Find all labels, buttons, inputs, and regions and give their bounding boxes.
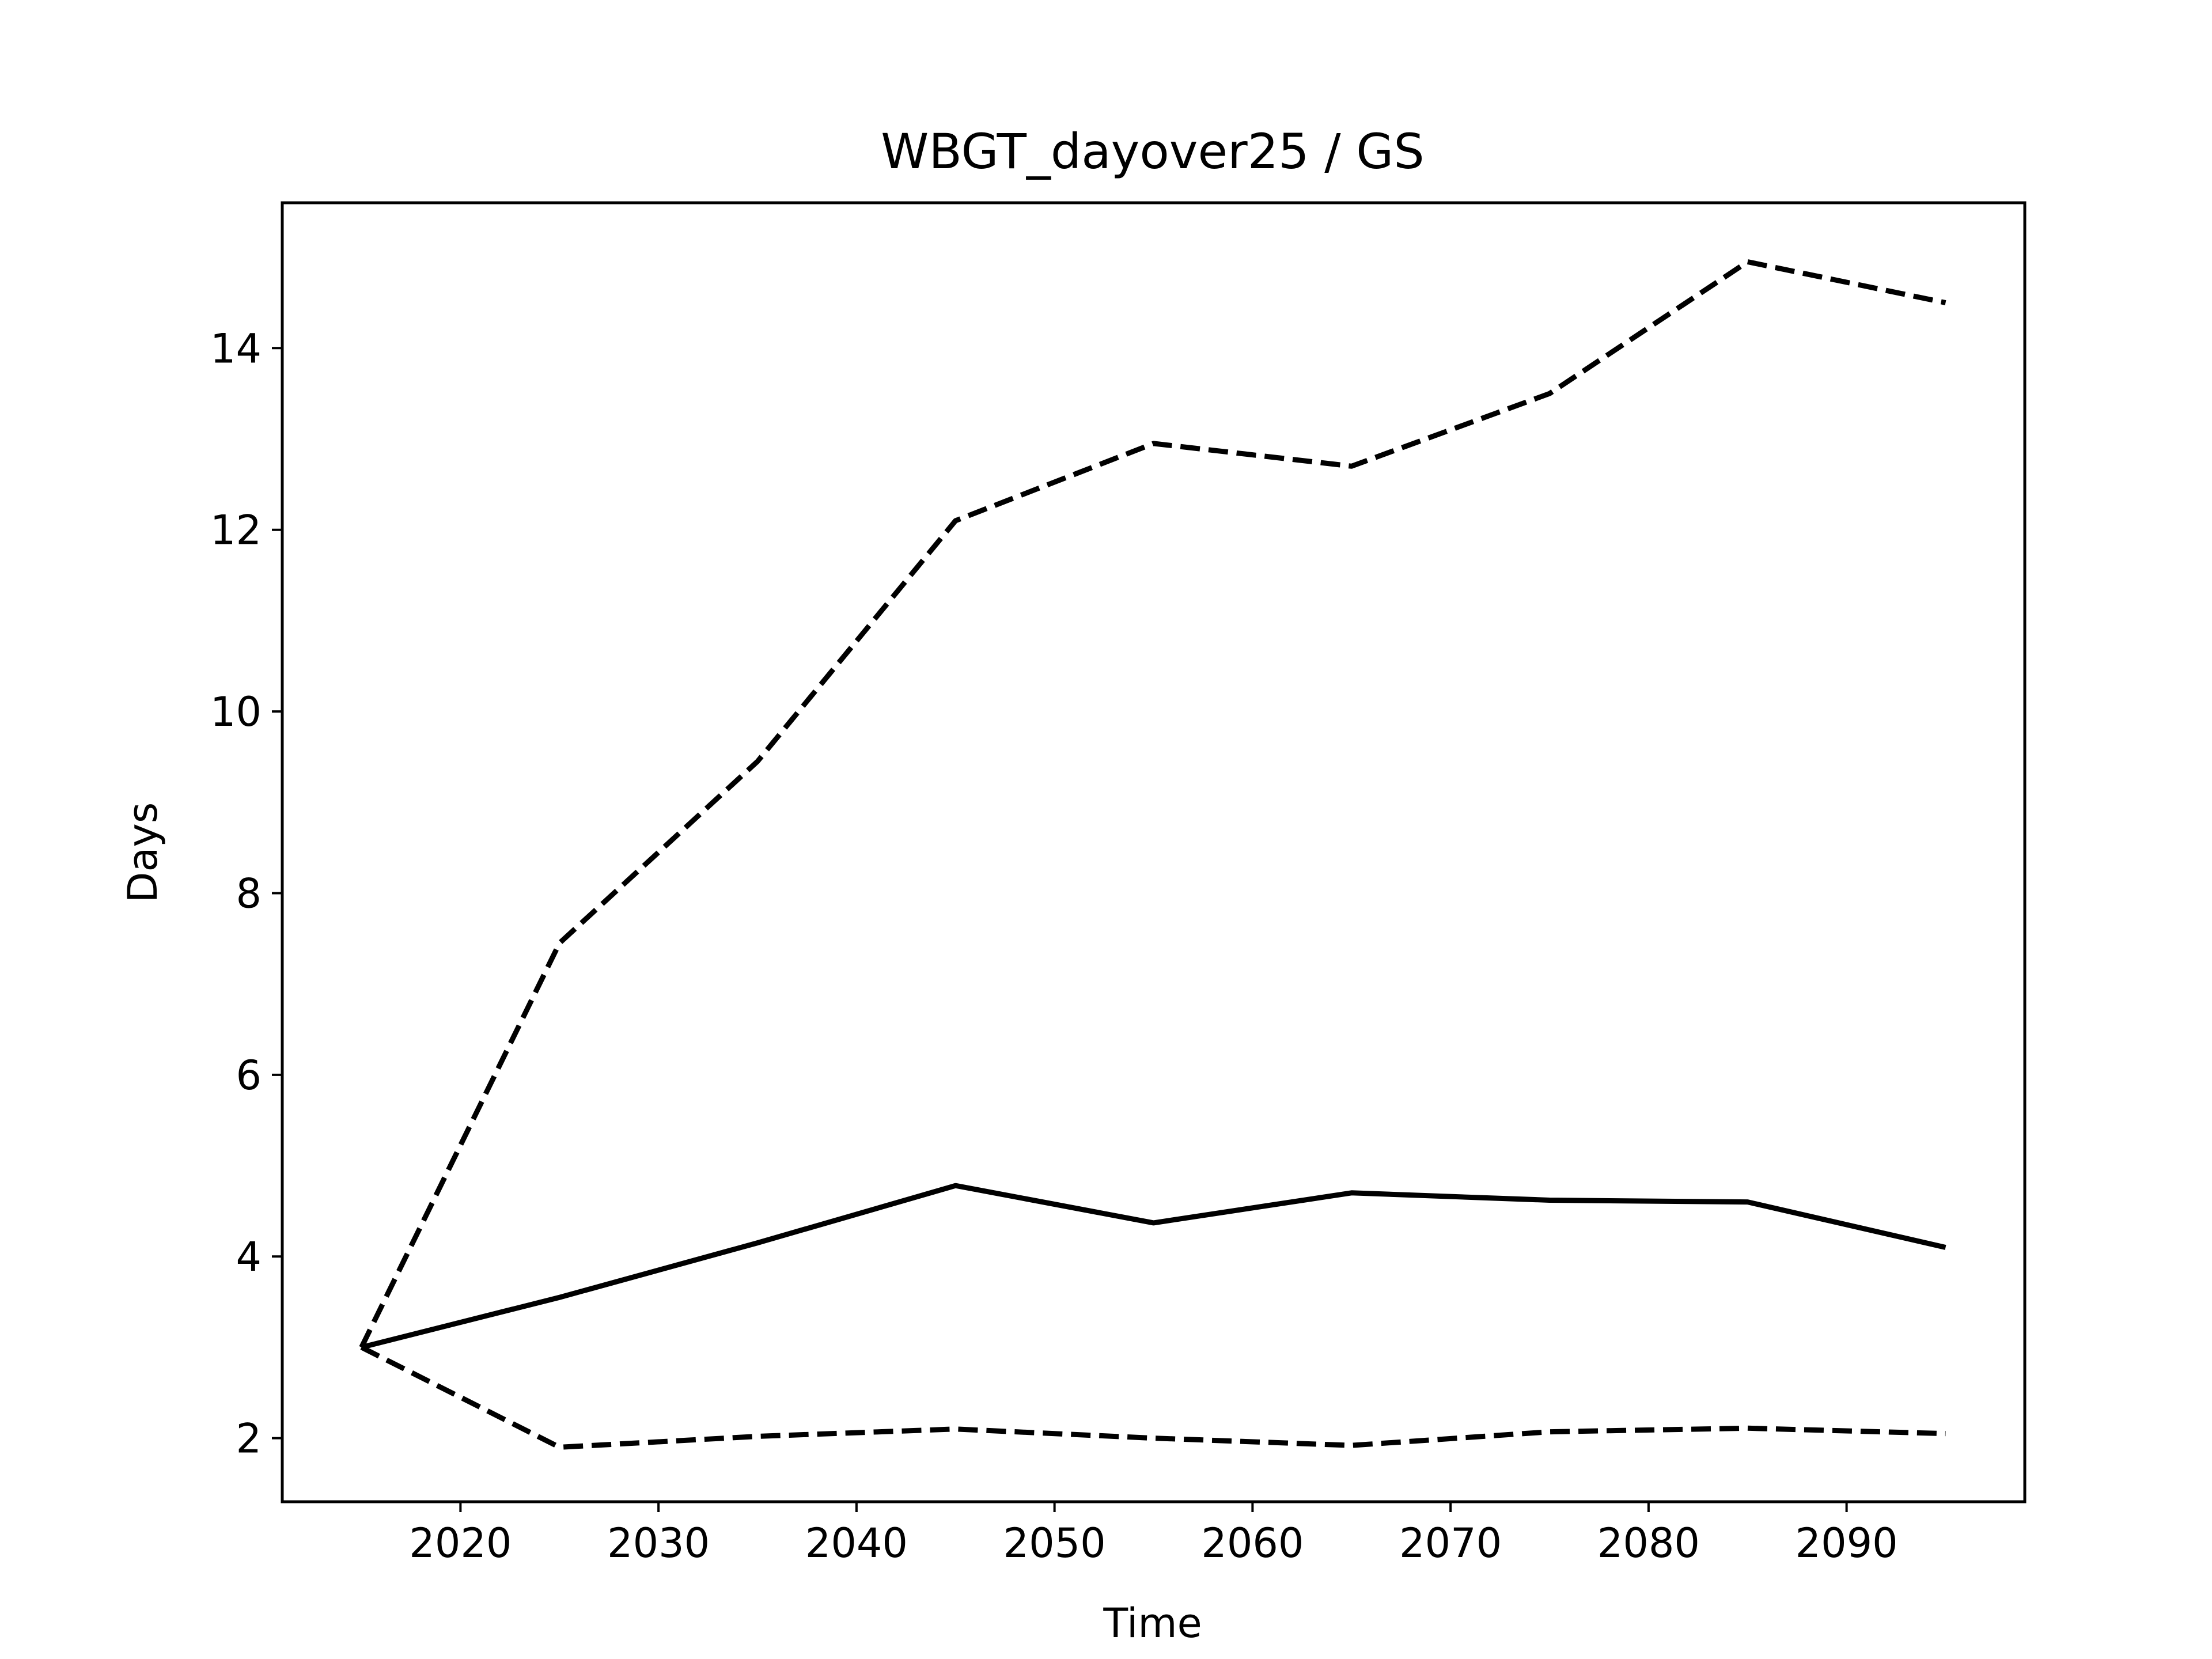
y-tick-label: 2 (236, 1415, 262, 1463)
series-line-1 (361, 1183, 1946, 1350)
x-tick-label: 2090 (1796, 1520, 1898, 1567)
x-tick-label: 2030 (607, 1520, 710, 1567)
y-tick-label: 10 (210, 688, 262, 736)
y-tick-label: 14 (210, 325, 262, 372)
y-tick-label: 8 (236, 870, 262, 917)
plot-frame (281, 201, 2027, 1503)
y-axis-ticks: 2 4 6 8 10 12 14 (210, 325, 282, 1463)
x-tick-label: 2020 (409, 1520, 512, 1567)
chart-title: WBGT_dayover25 / GS (881, 123, 1424, 180)
y-axis-label: Days (119, 802, 166, 903)
y-tick-label: 6 (236, 1052, 262, 1099)
x-tick-label: 2080 (1597, 1520, 1700, 1567)
series-line-3 (360, 1344, 1946, 1450)
x-axis-label: Time (1103, 1600, 1202, 1647)
x-tick-label: 2050 (1003, 1520, 1106, 1567)
plot-lines (359, 259, 1946, 1450)
series-line-2 (359, 259, 1946, 1349)
x-tick-label: 2070 (1399, 1520, 1502, 1567)
y-tick-label: 4 (236, 1233, 262, 1281)
x-axis-ticks: 2020 2030 2040 2050 2060 2070 2080 2090 (409, 1502, 1898, 1567)
x-tick-label: 2040 (805, 1520, 908, 1567)
y-tick-label: 12 (210, 507, 262, 554)
x-tick-label: 2060 (1201, 1520, 1304, 1567)
